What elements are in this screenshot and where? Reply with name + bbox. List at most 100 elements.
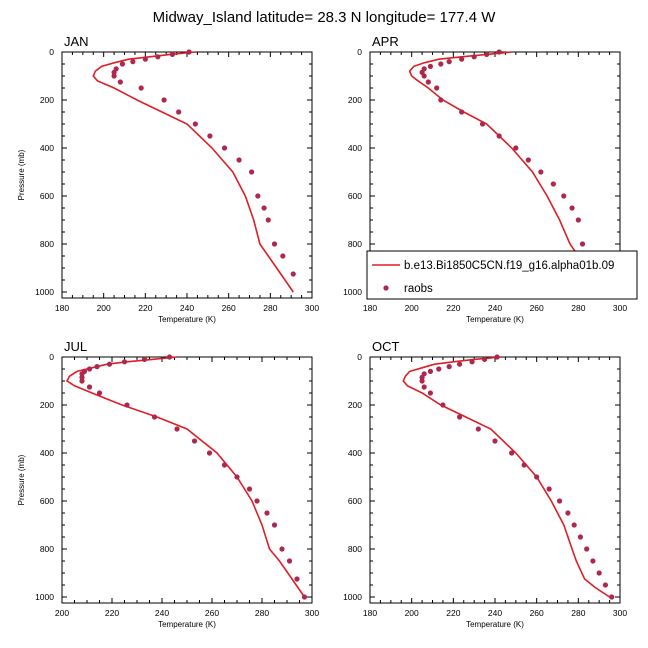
raobs-point [419,374,425,380]
raobs-point [459,56,465,62]
raobs-point [271,241,278,247]
raobs-point [254,498,260,504]
raobs-point [521,462,527,468]
x-axis-title: Temperature (K) [158,315,216,324]
raobs-point [421,384,427,390]
y-axis-title: Pressure (mb) [17,454,26,505]
x-axis-title: Temperature (K) [466,620,524,629]
raobs-point [569,205,575,211]
raobs-point [475,426,481,432]
raobs-point [484,51,490,58]
x-tick-label: 260 [530,303,544,313]
raobs-point [556,498,563,504]
raobs-point [248,169,255,175]
raobs-point [492,438,498,444]
raobs-point [279,546,285,552]
legend-model-label: b.e13.Bi1850C5CN.f19_g16.alpha01b.09 [404,260,614,272]
x-tick-label: 240 [180,303,194,313]
y-tick-label: 800 [40,239,54,249]
raobs-point [286,558,293,564]
raobs-point [96,390,103,396]
panel-label: JUL [64,339,87,354]
raobs-point [534,474,540,480]
raobs-point [151,414,158,420]
raobs-point [579,241,586,247]
raobs-point [124,402,130,408]
raobs-point [434,85,440,91]
x-tick-label: 300 [613,608,627,618]
x-tick-label: 260 [530,608,544,618]
raobs-point [525,157,531,163]
raobs-point [565,510,571,516]
x-axis-title: Temperature (K) [158,620,216,629]
plot-frame [369,356,621,604]
raobs-point [142,56,148,62]
raobs-point [261,205,267,211]
x-tick-label: 280 [571,303,585,313]
model-profile-line [402,356,611,598]
raobs-point [602,582,609,588]
raobs-point [255,193,261,199]
model-profile-line [408,51,602,293]
raobs-point [446,364,452,370]
raobs-point [264,510,270,516]
y-tick-label: 600 [348,496,362,506]
x-tick-label: 280 [255,608,269,618]
y-tick-label: 1000 [35,287,54,297]
y-tick-label: 200 [40,95,54,105]
raobs-point [79,374,85,380]
raobs-point [155,54,161,60]
plot-frame [61,51,313,299]
raobs-point [609,594,615,600]
y-tick-label: 600 [348,191,362,201]
raobs-point [192,121,198,127]
x-tick-label: 220 [446,303,460,313]
y-tick-label: 400 [40,143,54,153]
raobs-point [207,133,213,139]
raobs-point [117,79,123,85]
y-tick-label: 400 [40,448,54,458]
legend-obs-label: raobs [404,283,433,295]
legend-box [366,250,638,300]
raobs-point [561,193,567,199]
x-tick-label: 180 [363,303,377,313]
panel-label: JAN [64,34,89,49]
y-tick-label: 200 [348,400,362,410]
raobs-point [456,361,463,367]
x-tick-label: 260 [222,303,236,313]
y-tick-label: 0 [49,352,54,362]
panel-apr: APR 180 200 220 240 260 280 300 0 200 400 600 800 100… [343,34,627,324]
x-tick-label: 180 [55,303,69,313]
raobs-point [119,61,126,67]
raobs-point [596,570,602,576]
raobs-point [106,361,113,367]
y-tick-label: 1000 [343,592,362,602]
raobs-point [577,534,584,540]
raobs-point [265,217,271,223]
y-tick-label: 0 [357,352,362,362]
raobs-point [236,157,242,163]
y-tick-label: 400 [348,143,362,153]
model-profile-line [92,51,294,293]
raobs-point [301,594,308,600]
raobs-point [280,253,286,259]
model-profile-line [65,356,306,598]
raobs-point [436,366,442,372]
raobs-point [121,359,128,365]
raobs-point [111,69,117,75]
raobs-point [509,450,515,456]
y-tick-label: 800 [348,544,362,554]
raobs-point [138,85,144,91]
x-tick-label: 300 [305,303,319,313]
raobs-point [494,354,500,360]
y-tick-label: 0 [49,47,54,57]
y-tick-label: 400 [348,448,362,458]
x-tick-label: 200 [55,608,69,618]
raobs-point [469,359,475,365]
raobs-point [479,121,486,127]
figure-title: Midway_Island latitude= 28.3 N longitude… [153,9,497,26]
x-tick-label: 220 [446,608,460,618]
y-tick-label: 200 [348,95,362,105]
panel-label: APR [372,34,399,49]
